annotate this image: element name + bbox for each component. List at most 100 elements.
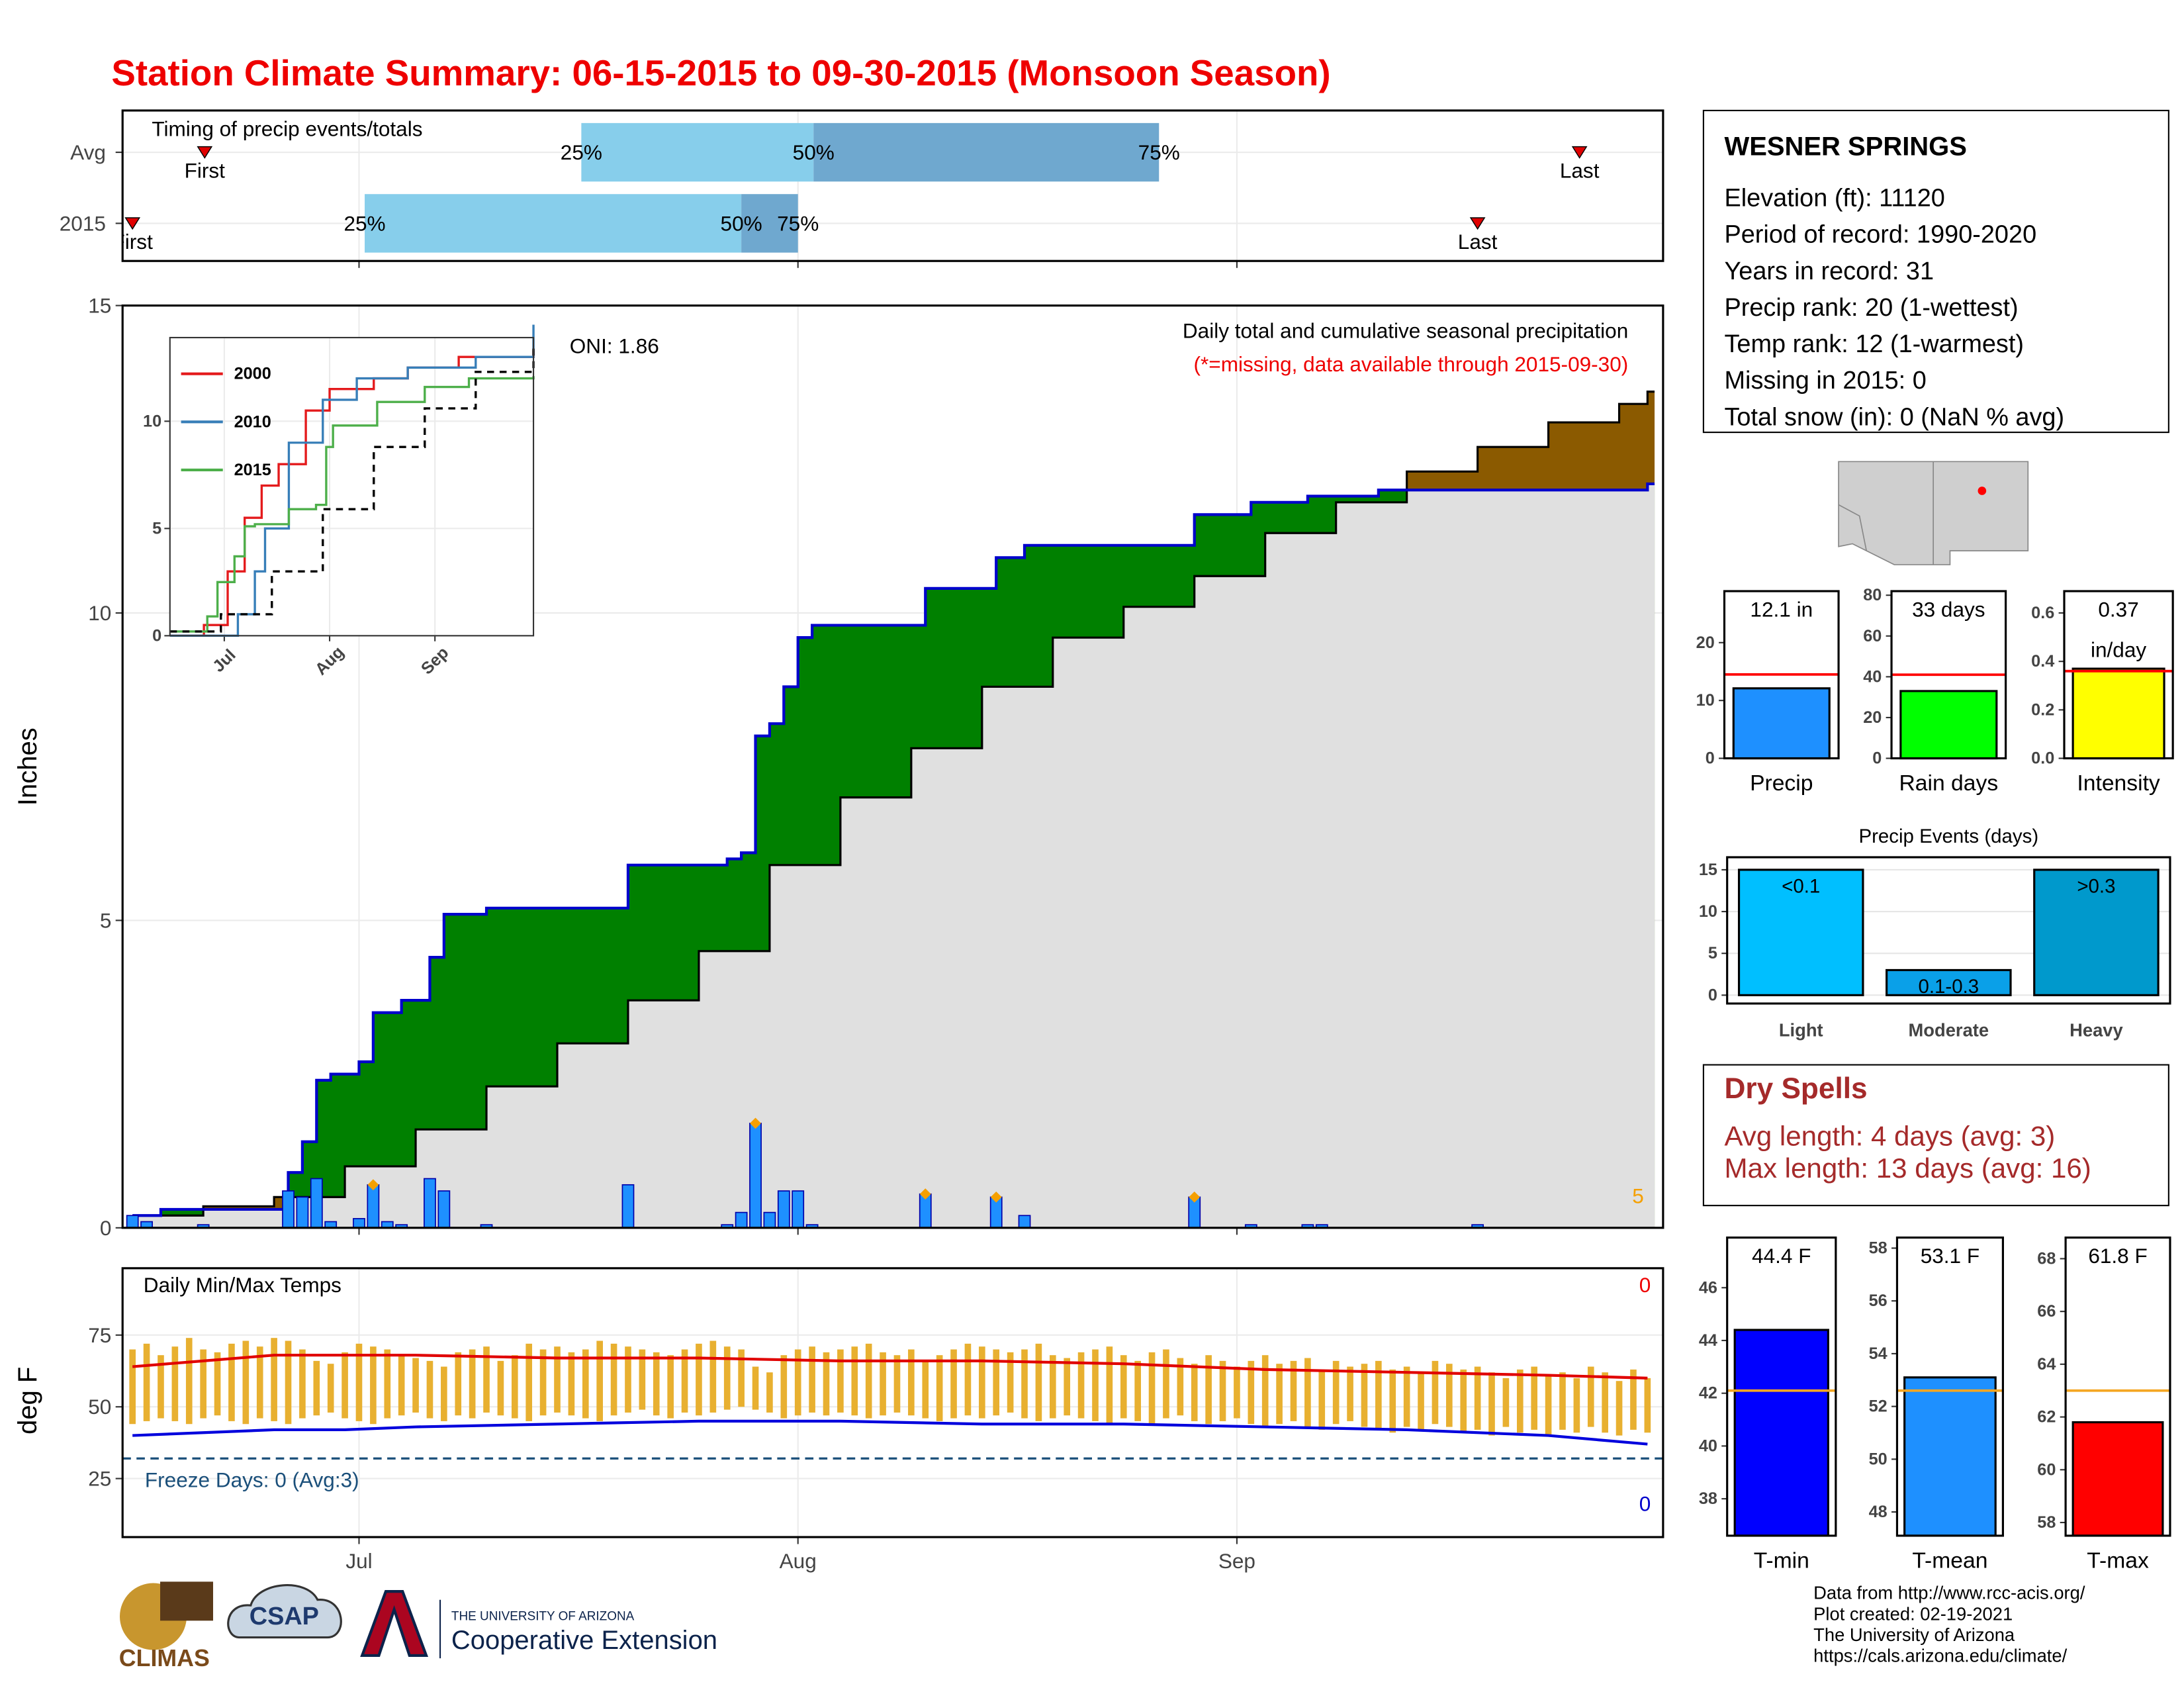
value-label: 61.8 F xyxy=(2088,1244,2147,1268)
ua-logo xyxy=(360,1590,429,1658)
chart-subtitle: (*=missing, data available through 2015-… xyxy=(1194,352,1629,376)
daily-temp-bar xyxy=(851,1346,858,1416)
daily-temp-bar xyxy=(1148,1352,1156,1425)
daily-temp-bar xyxy=(1361,1364,1368,1427)
daily-temp-bar xyxy=(313,1360,320,1416)
daily-temp-bar xyxy=(398,1355,405,1416)
station-line: Temp rank: 12 (1-warmest) xyxy=(1724,330,2024,358)
value-label: 12.1 in xyxy=(1750,597,1813,621)
y-tick-label: 10 xyxy=(143,412,161,430)
percent-label: 25% xyxy=(343,211,385,235)
bar xyxy=(1886,968,2012,996)
daily-temp-bar xyxy=(752,1366,759,1410)
daily-temp-bar xyxy=(1615,1381,1623,1436)
category-label: Intensity xyxy=(2077,771,2160,796)
daily-temp-bar xyxy=(1502,1378,1510,1427)
event-marker xyxy=(1469,217,1486,230)
panel-title: Precip Events (days) xyxy=(1858,825,2038,847)
daily-temp-bar xyxy=(1332,1360,1340,1425)
daily-bar xyxy=(1471,1224,1484,1228)
daily-bar xyxy=(367,1184,380,1228)
daily-bar xyxy=(480,1224,493,1228)
x-tick-label: Sep xyxy=(1218,1549,1255,1573)
daily-temp-bar xyxy=(1092,1349,1099,1421)
daily-bar xyxy=(395,1224,408,1228)
station-line: Elevation (ft): 11120 xyxy=(1724,185,1944,212)
category-label: T-mean xyxy=(1912,1548,1987,1573)
daily-bar xyxy=(1315,1224,1328,1228)
daily-temp-bar xyxy=(1446,1364,1453,1427)
daily-temp-bar xyxy=(865,1343,872,1419)
timing-bar xyxy=(581,122,814,182)
row-label: 2015 xyxy=(60,211,106,235)
daily-temp-bar xyxy=(1474,1366,1481,1430)
y-tick-label: 15 xyxy=(88,294,111,318)
y-tick-label: 0 xyxy=(1706,749,1715,768)
percent-label: 75% xyxy=(1138,140,1180,164)
y-axis-label: deg F xyxy=(13,1367,42,1434)
daily-temp-bar xyxy=(1205,1355,1212,1425)
unit-label: in/day xyxy=(2091,637,2146,661)
inset-background xyxy=(169,337,534,636)
y-tick-label: 0 xyxy=(152,626,161,645)
bar xyxy=(2071,667,2165,760)
daily-temp-bar xyxy=(1261,1355,1269,1427)
y-tick-label: 0 xyxy=(1872,749,1882,768)
y-tick-label: 40 xyxy=(1863,667,1882,686)
footer-line: Data from http://www.rcc-acis.org/ xyxy=(1813,1583,2085,1603)
y-tick-label: 68 xyxy=(2037,1249,2056,1268)
category-label: Rain days xyxy=(1899,771,1998,796)
inset-line xyxy=(169,344,535,633)
daily-temp-bar xyxy=(1460,1369,1467,1433)
footer-line: https://cals.arizona.edu/climate/ xyxy=(1813,1645,2067,1665)
y-tick-label: 58 xyxy=(1869,1239,1888,1257)
daily-temp-bar xyxy=(355,1343,363,1421)
daily-temp-bar xyxy=(1163,1349,1169,1419)
daily-temp-bar xyxy=(384,1349,391,1419)
daily-temp-bar xyxy=(1602,1372,1608,1433)
footer-line: The University of Arizona xyxy=(1813,1624,2015,1645)
daily-bar xyxy=(763,1211,776,1228)
daily-temp-bar xyxy=(1545,1375,1552,1436)
daily-bar xyxy=(777,1190,790,1228)
daily-temp-bar xyxy=(158,1355,164,1419)
value-label: >0.3 xyxy=(2077,876,2115,898)
logos: CLIMAS CSAP THE UNIVERSITY OF ARIZONA Co… xyxy=(119,1581,717,1671)
daily-temp-bar xyxy=(880,1352,886,1416)
freeze-label: Freeze Days: 0 (Avg:3) xyxy=(145,1468,359,1492)
record-high-count: 0 xyxy=(1639,1273,1651,1297)
daily-bar xyxy=(296,1196,309,1228)
y-tick-label: 60 xyxy=(1863,627,1882,645)
x-tick-label: Aug xyxy=(780,1549,817,1573)
inset-line xyxy=(169,376,535,633)
timing-bar xyxy=(813,122,1160,182)
daily-temp-bar xyxy=(1516,1369,1524,1433)
daily-temp-bar xyxy=(979,1346,985,1419)
daily-temp-bar xyxy=(285,1340,292,1425)
daily-temp-bar xyxy=(625,1346,631,1413)
category-label: Heavy xyxy=(2070,1019,2123,1040)
daily-temp-bar xyxy=(525,1343,533,1421)
daily-bar xyxy=(721,1224,734,1228)
dry-spells-line: Avg length: 4 days (avg: 3) xyxy=(1724,1120,2055,1151)
y-tick-label: 5 xyxy=(100,908,112,932)
panel-border xyxy=(1895,1236,2004,1537)
y-tick-label: 66 xyxy=(2037,1302,2056,1321)
daily-temp-bar xyxy=(964,1343,972,1416)
timing-title: Timing of precip events/totals xyxy=(152,117,422,140)
y-tick-label: 5 xyxy=(152,519,161,538)
daily-temp-bar xyxy=(780,1355,788,1419)
legend-label: 2000 xyxy=(234,365,271,383)
first-label: First xyxy=(113,230,154,254)
daily-bar xyxy=(749,1123,762,1228)
timing-bar xyxy=(741,194,798,253)
daily-bar xyxy=(1301,1224,1314,1228)
y-tick-label: 52 xyxy=(1869,1397,1888,1416)
y-tick-label: 20 xyxy=(1696,633,1715,652)
y-tick-label: 0.6 xyxy=(2031,604,2054,622)
event-marker xyxy=(1571,146,1588,159)
bar xyxy=(1737,868,1864,996)
bar xyxy=(1733,1329,1829,1537)
bar xyxy=(1903,1376,1997,1537)
daily-temp-bar xyxy=(723,1346,731,1410)
